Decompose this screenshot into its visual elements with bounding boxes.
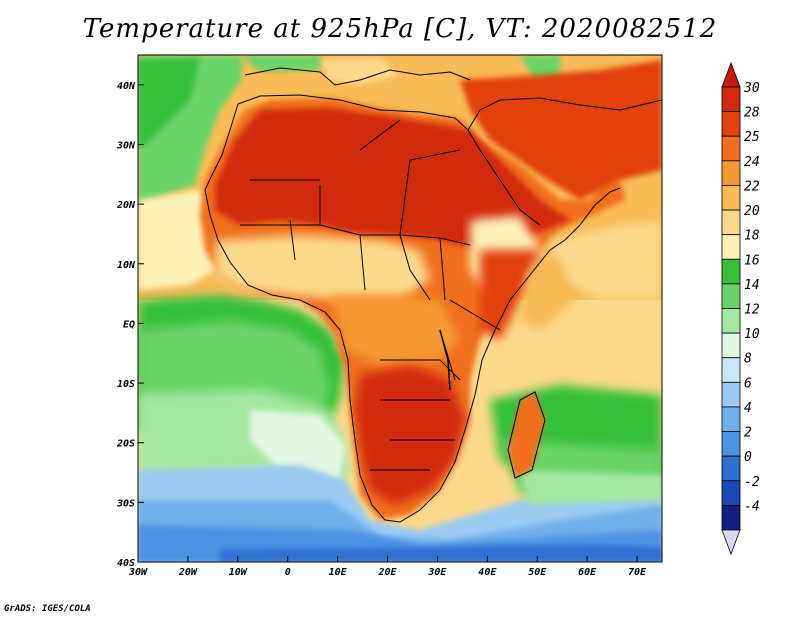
x-tick-label: 10W [229,567,248,578]
colorbar-label: 16 [744,253,760,268]
x-tick-label: 30E [427,567,447,578]
y-tick-label: 40S [117,558,135,569]
x-tick-label: 40E [478,567,497,578]
colorbar-swatch [721,185,741,211]
coastlines [204,67,662,523]
colorbar-swatch [721,357,741,383]
colorbar-label: 25 [744,130,760,145]
colorbar-label: 22 [744,179,760,194]
map-frame [137,54,663,563]
x-tick-label: 60E [578,567,597,578]
x-tick-label: 50E [528,567,547,578]
colorbar-label: 4 [744,401,752,416]
colorbar-label: 30 [743,81,760,96]
colorbar-label: -4 [744,499,760,514]
x-axis: 30W 20W 10W 0 10E 20E 30E 40E 50E 60E 70E [128,556,647,578]
colorbar-swatch [721,209,741,236]
colorbar-swatch [721,111,741,137]
colorbar-swatch [721,381,741,408]
colorbar-label: 0 [744,450,752,465]
y-tick-label: 20N [116,200,136,211]
colorbar-label: 24 [744,155,760,170]
colorbar-label: 14 [744,278,760,293]
y-axis: 40N 30N 20N 10N EQ 10S 20S 30S 40S [116,81,144,569]
x-tick-label: 0 [285,567,291,578]
y-tick-label: 10N [117,260,136,271]
colorbar-swatch [721,160,741,186]
colorbar-swatch [721,283,741,309]
y-tick-label: 10S [117,379,135,390]
colorbar-swatch [721,234,741,260]
y-tick-label: 20S [116,439,135,450]
colorbar-swatch [721,308,741,334]
x-tick-label: 20E [377,567,397,578]
y-tick-label: EQ [123,319,135,330]
colorbar-label: -2 [744,475,760,490]
colorbar-label: 10 [744,327,760,342]
colorbar-label: 18 [744,229,760,244]
y-tick-label: 30N [116,140,136,151]
colorbar-swatch [721,480,741,506]
x-tick-label: 20W [178,567,198,578]
temperature-field [138,55,662,562]
map-title: Temperature at 925hPa [C], VT: 202008251… [82,14,718,44]
colorbar-over-arrow [721,61,741,88]
y-tick-label: 40N [117,81,136,92]
colorbar-label: 8 [744,352,752,367]
colorbar-label: 2 [744,426,752,441]
colorbar-swatch [721,135,741,162]
colorbar-under-arrow [721,529,741,556]
colorbar-swatch [721,406,741,432]
colorbar-swatch [721,504,741,531]
colorbar-label: 6 [744,376,752,391]
x-tick-label: 70E [628,567,647,578]
colorbar-swatch [721,431,741,457]
colorbar-label: 12 [744,303,760,318]
x-tick-label: 10E [329,567,348,578]
colorbar-swatch [721,258,741,285]
x-tick-label: 30W [128,567,148,578]
colorbar-label: 20 [744,204,760,219]
colorbar-swatch [721,332,741,359]
y-tick-label: 30S [116,498,135,509]
colorbar-swatch [721,455,741,482]
colorbar-label: 28 [744,106,760,121]
colorbar-swatch [721,86,741,113]
grads-credit: GrADS: IGES/COLA [4,604,91,614]
